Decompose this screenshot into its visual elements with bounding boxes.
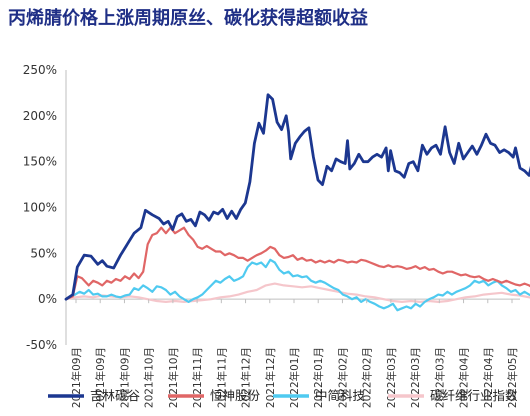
legend-label: 碳纤维行业指数 (430, 388, 518, 403)
x-tick-label: 2021年09月 (118, 347, 131, 408)
x-tick-label: 2021年11月 (191, 347, 204, 408)
series-line-4 (64, 282, 530, 303)
legend-label: 恒神股份 (210, 388, 261, 403)
x-tick-label: 2021年10月 (167, 347, 180, 408)
x-tick-label: 2022年04月 (482, 347, 495, 408)
x-tick-label: 2021年09月 (94, 347, 107, 408)
x-tick-label: 2022年04月 (458, 347, 471, 408)
chart-title: 丙烯腈价格上涨周期原丝、碳化获得超额收益 (8, 8, 368, 29)
y-tick-label: 100% (23, 201, 57, 215)
series-line-2 (64, 226, 530, 301)
x-tick-label: 2022年02月 (361, 347, 374, 408)
x-axis: 2021年09月 2021年09月 2021年09月 2021年10月 2021年10月… (70, 299, 519, 408)
x-tick-label: 2022年03月 (433, 347, 446, 408)
series-line-3 (64, 258, 530, 312)
axes (65, 70, 520, 345)
y-tick-label: 150% (23, 155, 57, 169)
legend: 吉林碳谷 恒神股份 中简科技 碳纤维行业指数 (48, 388, 518, 403)
y-tick-label: 50% (30, 246, 57, 260)
x-tick-label: 2022年03月 (409, 347, 422, 408)
x-tick-label: 2021年10月 (143, 347, 156, 408)
x-tick-label: 2021年12月 (240, 347, 253, 408)
x-tick-label: 2022年03月 (385, 347, 398, 408)
y-axis: -50% 0% 50% 100% 150% 200% 250% (23, 63, 57, 352)
y-tick-label: 0% (38, 292, 57, 306)
x-tick-label: 2022年05月 (506, 347, 519, 408)
legend-label: 中简科技 (315, 388, 366, 403)
x-tick-label: 2021年11月 (215, 347, 228, 408)
x-tick-label: 2022年02月 (336, 347, 349, 408)
y-tick-label: 200% (23, 109, 57, 123)
series-line-1 (64, 93, 530, 301)
series-lines (64, 93, 530, 312)
x-tick-label: 2021年12月 (264, 347, 277, 408)
x-tick-label: 2022年01月 (312, 347, 325, 408)
legend-label: 吉林碳谷 (90, 388, 141, 403)
y-tick-label: -50% (26, 338, 57, 352)
x-tick-label: 2021年09月 (70, 347, 83, 408)
y-tick-label: 250% (23, 63, 57, 77)
x-tick-label: 2022年01月 (288, 347, 301, 408)
